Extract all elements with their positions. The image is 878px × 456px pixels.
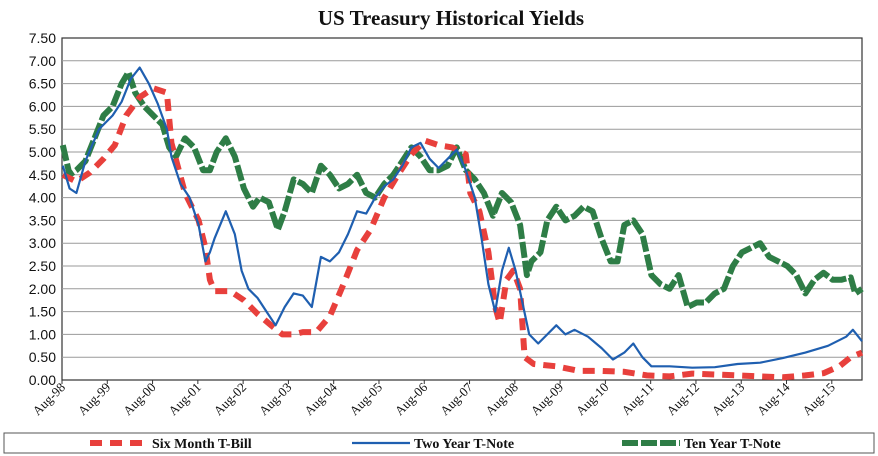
legend-label: Six Month T-Bill (152, 437, 252, 452)
x-tick-label: Aug-05 (346, 380, 385, 419)
y-tick-label: 3.00 (29, 235, 56, 251)
chart-title: US Treasury Historical Yields (318, 6, 584, 30)
y-tick-label: 1.50 (29, 304, 56, 320)
y-tick-label: 5.00 (29, 144, 56, 160)
y-tick-label: 7.00 (29, 53, 56, 69)
x-tick-label: Aug-02 (211, 380, 250, 419)
plot-area: 0.00 0.50 1.00 1.50 2.00 2.50 3.00 3.50 4.00 4.50… (29, 30, 863, 419)
y-tick-label: 2.00 (29, 281, 56, 297)
y-tick-label: 7.50 (29, 30, 56, 46)
y-tick-label: 6.50 (29, 76, 56, 92)
x-tick-label: Aug-00 (120, 380, 159, 419)
legend-label: Two Year T-Note (414, 437, 514, 452)
plot-frame (61, 37, 863, 381)
x-tick-label: Aug-03 (256, 380, 295, 419)
x-tick-label: Aug-11 (618, 380, 656, 418)
x-tick-label: Aug-14 (754, 379, 793, 418)
legend-box (3, 432, 875, 454)
legend: Six Month T-Bill Two Year T-Note Ten Year … (3, 432, 875, 454)
legend-label: Ten Year T-Note (684, 437, 781, 452)
x-tick-label: Aug-99 (75, 380, 114, 419)
x-tick-label: Aug-07 (437, 379, 476, 418)
y-tick-label: 5.50 (29, 121, 56, 137)
x-tick-label: Aug-08 (482, 380, 521, 419)
y-tick-label: 2.50 (29, 258, 56, 274)
series-line (61, 85, 864, 381)
y-tick-label: 4.00 (29, 190, 56, 206)
x-tick-label: Aug-12 (663, 380, 702, 419)
y-tick-label: 0.50 (29, 349, 56, 365)
x-tick-label: Aug-13 (709, 380, 748, 419)
x-tick-label: Aug-10 (573, 380, 612, 419)
series-line (61, 66, 863, 369)
y-tick-label: 6.00 (29, 98, 56, 114)
series-layer (59, 66, 864, 381)
y-tick-label: 0.00 (29, 372, 56, 388)
x-tick-label: Aug-01 (165, 380, 204, 419)
x-tick-label: Aug-15 (799, 380, 838, 419)
x-tick-label: Aug-04 (301, 379, 340, 418)
y-tick-label: 1.00 (29, 326, 56, 342)
x-tick-label: Aug-06 (392, 379, 431, 418)
y-tick-label: 3.50 (29, 212, 56, 228)
y-tick-label: 4.50 (29, 167, 56, 183)
x-tick-label: Aug-09 (528, 380, 567, 419)
